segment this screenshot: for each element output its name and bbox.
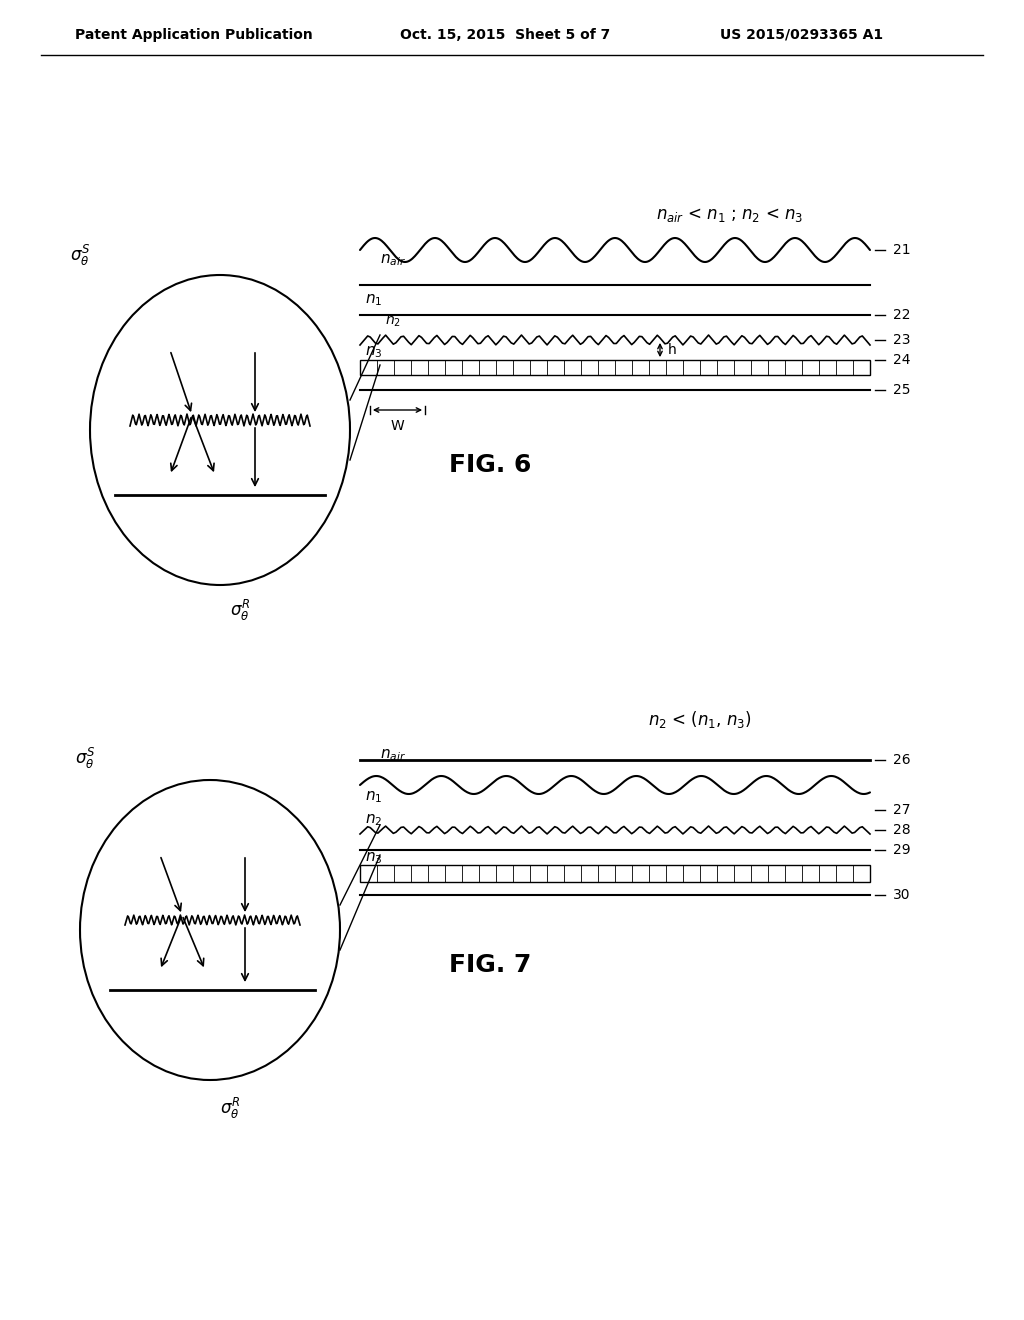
- Text: $\sigma_\theta^S$: $\sigma_\theta^S$: [75, 746, 95, 771]
- Text: $n_2$: $n_2$: [385, 314, 401, 329]
- Text: Oct. 15, 2015  Sheet 5 of 7: Oct. 15, 2015 Sheet 5 of 7: [400, 28, 610, 42]
- Text: 29: 29: [893, 843, 910, 857]
- Bar: [360, 865, 870, 882]
- Text: $n_2$ < ($n_1$, $n_3$): $n_2$ < ($n_1$, $n_3$): [648, 710, 752, 730]
- Text: 25: 25: [893, 383, 910, 397]
- Text: $n_2$: $n_2$: [365, 812, 382, 828]
- Text: US 2015/0293365 A1: US 2015/0293365 A1: [720, 28, 883, 42]
- Text: FIG. 7: FIG. 7: [449, 953, 531, 977]
- Text: 23: 23: [893, 333, 910, 347]
- Text: $n_{air}$ < $n_1$ ; $n_2$ < $n_3$: $n_{air}$ < $n_1$ ; $n_2$ < $n_3$: [656, 206, 804, 224]
- Text: h: h: [668, 343, 677, 356]
- Text: $n_3$: $n_3$: [365, 850, 383, 866]
- Text: 24: 24: [893, 352, 910, 367]
- Text: W: W: [390, 418, 404, 433]
- Text: 26: 26: [893, 752, 910, 767]
- Text: $n_{air}$: $n_{air}$: [380, 747, 407, 763]
- Text: $\sigma_\theta^S$: $\sigma_\theta^S$: [70, 243, 90, 268]
- Text: 30: 30: [893, 888, 910, 902]
- Text: 28: 28: [893, 822, 910, 837]
- Text: 27: 27: [893, 803, 910, 817]
- Text: $n_1$: $n_1$: [365, 292, 382, 308]
- Text: $\sigma_\theta^R$: $\sigma_\theta^R$: [220, 1096, 241, 1121]
- Bar: [360, 360, 870, 375]
- Text: Patent Application Publication: Patent Application Publication: [75, 28, 312, 42]
- Text: $n_{air}$: $n_{air}$: [380, 252, 407, 268]
- Text: 21: 21: [893, 243, 910, 257]
- Text: $\sigma_\theta^R$: $\sigma_\theta^R$: [229, 598, 250, 623]
- Text: FIG. 6: FIG. 6: [449, 453, 531, 477]
- Text: 22: 22: [893, 308, 910, 322]
- Text: $n_3$: $n_3$: [365, 345, 383, 360]
- Text: $n_1$: $n_1$: [365, 789, 382, 805]
